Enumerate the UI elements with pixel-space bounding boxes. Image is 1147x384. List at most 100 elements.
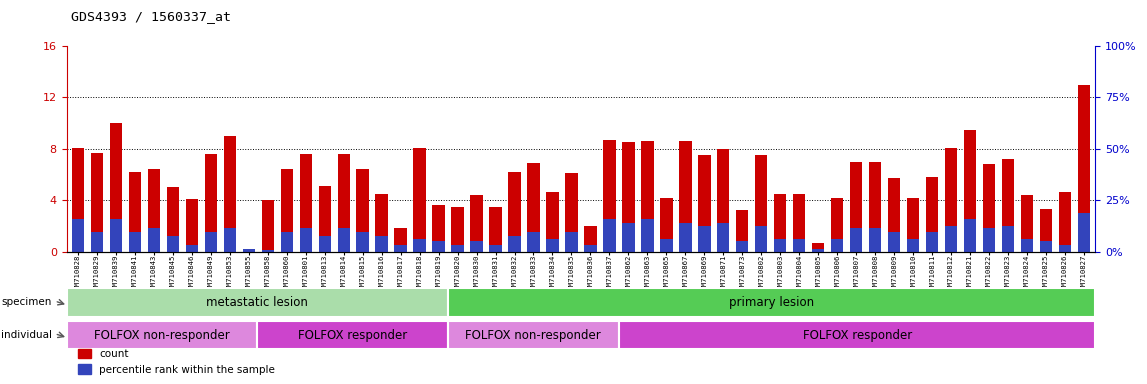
Bar: [72, 219, 84, 252]
Bar: [812, 243, 825, 252]
Bar: [774, 239, 787, 252]
Bar: [299, 154, 312, 252]
Bar: [242, 249, 255, 252]
Bar: [869, 228, 881, 252]
Bar: [281, 169, 292, 252]
Bar: [945, 147, 958, 252]
Bar: [337, 228, 350, 252]
Bar: [1040, 209, 1052, 252]
Bar: [110, 219, 122, 252]
Bar: [812, 249, 825, 252]
Bar: [983, 228, 996, 252]
Bar: [148, 169, 161, 252]
Bar: [1078, 84, 1090, 252]
Bar: [832, 239, 843, 252]
Bar: [91, 153, 103, 252]
Bar: [432, 241, 445, 252]
Bar: [641, 141, 654, 252]
Bar: [546, 239, 559, 252]
Bar: [641, 219, 654, 252]
Bar: [1059, 245, 1071, 252]
Bar: [1040, 241, 1052, 252]
Bar: [395, 245, 407, 252]
Bar: [148, 228, 161, 252]
Bar: [963, 129, 976, 252]
Bar: [166, 236, 179, 252]
Bar: [299, 228, 312, 252]
Text: FOLFOX responder: FOLFOX responder: [803, 329, 912, 341]
Bar: [832, 198, 843, 252]
Bar: [755, 226, 767, 252]
Bar: [926, 177, 938, 252]
Bar: [319, 186, 330, 252]
Text: metastatic lesion: metastatic lesion: [206, 296, 309, 309]
Bar: [452, 207, 463, 252]
Bar: [983, 164, 996, 252]
Bar: [1021, 239, 1033, 252]
Bar: [128, 232, 141, 252]
Text: specimen: specimen: [1, 297, 52, 308]
Bar: [452, 245, 463, 252]
Bar: [926, 232, 938, 252]
Bar: [699, 226, 710, 252]
Text: GDS4393 / 1560337_at: GDS4393 / 1560337_at: [71, 10, 231, 23]
Bar: [622, 223, 634, 252]
Bar: [1078, 213, 1090, 252]
Bar: [907, 198, 920, 252]
Bar: [490, 207, 501, 252]
Bar: [91, 232, 103, 252]
Bar: [375, 194, 388, 252]
Bar: [508, 172, 521, 252]
Bar: [357, 232, 369, 252]
Bar: [850, 228, 863, 252]
Bar: [679, 141, 692, 252]
Bar: [1001, 226, 1014, 252]
Bar: [432, 205, 445, 252]
Bar: [242, 249, 255, 252]
Bar: [679, 223, 692, 252]
Text: FOLFOX non-responder: FOLFOX non-responder: [466, 329, 601, 341]
Bar: [395, 228, 407, 252]
Bar: [375, 236, 388, 252]
Bar: [413, 239, 426, 252]
Bar: [186, 245, 198, 252]
Text: FOLFOX responder: FOLFOX responder: [298, 329, 407, 341]
Bar: [528, 163, 540, 252]
Bar: [774, 194, 787, 252]
Bar: [736, 241, 749, 252]
Bar: [528, 232, 540, 252]
Bar: [508, 236, 521, 252]
Bar: [413, 147, 426, 252]
Legend: count, percentile rank within the sample: count, percentile rank within the sample: [75, 345, 279, 379]
Bar: [565, 232, 578, 252]
Bar: [888, 232, 900, 252]
Bar: [793, 194, 805, 252]
Bar: [717, 223, 729, 252]
Bar: [204, 232, 217, 252]
Bar: [888, 178, 900, 252]
Bar: [337, 154, 350, 252]
Text: primary lesion: primary lesion: [729, 296, 814, 309]
Bar: [262, 250, 274, 252]
Bar: [470, 241, 483, 252]
Bar: [850, 162, 863, 252]
Bar: [281, 232, 292, 252]
Bar: [565, 173, 578, 252]
Bar: [661, 198, 672, 252]
Bar: [907, 239, 920, 252]
Bar: [755, 155, 767, 252]
Bar: [736, 210, 749, 252]
Bar: [603, 219, 616, 252]
Bar: [166, 187, 179, 252]
Bar: [186, 199, 198, 252]
Bar: [945, 226, 958, 252]
Bar: [72, 147, 84, 252]
Text: individual: individual: [1, 330, 52, 340]
Bar: [128, 172, 141, 252]
Bar: [717, 149, 729, 252]
Bar: [490, 245, 501, 252]
Bar: [470, 195, 483, 252]
Bar: [584, 226, 596, 252]
Bar: [603, 140, 616, 252]
Bar: [204, 154, 217, 252]
